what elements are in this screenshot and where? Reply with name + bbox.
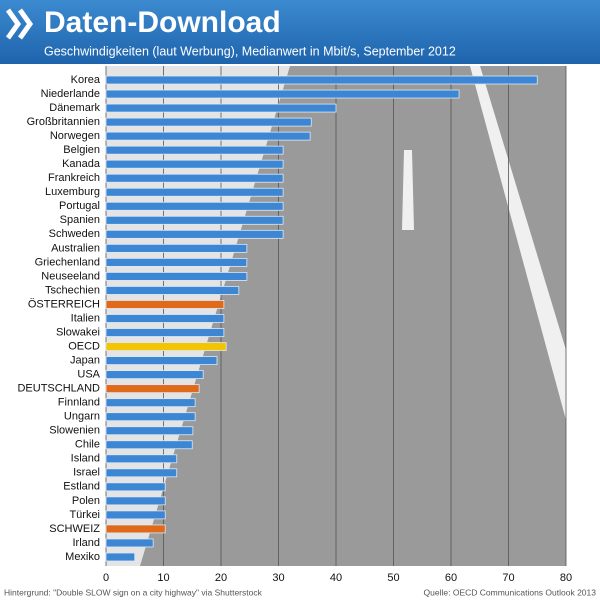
x-tick-label: 30 [272, 572, 284, 584]
y-tick-label: Frankreich [48, 172, 100, 184]
y-tick-label: Slowenien [49, 425, 100, 437]
bar [105, 257, 248, 267]
x-tick-label: 40 [330, 572, 342, 584]
source: Quelle: OECD Communications Outlook 2013 [424, 587, 597, 597]
x-tick-label: 80 [560, 572, 572, 584]
bar [105, 398, 196, 408]
bar [105, 229, 284, 239]
road-stripe [470, 66, 566, 420]
x-tick-label: 20 [215, 572, 227, 584]
road-stripe [402, 150, 414, 230]
bar [105, 370, 204, 380]
bar [105, 89, 460, 99]
y-tick-label: Chile [75, 439, 100, 451]
y-tick-label: Niederlande [41, 88, 100, 100]
bar [105, 117, 312, 127]
chart-title: Daten-Download [44, 6, 281, 39]
y-tick-label: DEUTSCHLAND [17, 383, 100, 395]
bar [105, 482, 166, 492]
y-tick-label: Mexiko [65, 551, 100, 563]
bar [105, 454, 178, 464]
bar [105, 173, 284, 183]
x-tick-label: 70 [502, 572, 514, 584]
bar [105, 159, 284, 169]
road [140, 66, 566, 566]
y-tick-label: Türkei [69, 509, 100, 521]
y-tick-label: Irland [72, 537, 100, 549]
y-tick-label: Neuseeland [41, 270, 100, 282]
y-tick-label: Slowakei [56, 326, 100, 338]
y-tick-label: USA [77, 369, 100, 381]
bar [105, 538, 154, 548]
bar [105, 187, 284, 197]
y-tick-label: Tschechien [45, 284, 100, 296]
y-tick-label: Italien [71, 312, 100, 324]
chevron-icon [5, 8, 34, 40]
y-tick-label: Norwegen [50, 130, 100, 142]
bar [105, 440, 193, 450]
y-tick-label: Israel [73, 467, 100, 479]
bar [105, 243, 248, 253]
y-tick-label: Großbritannien [27, 116, 100, 128]
bar [105, 356, 218, 365]
y-tick-label: Japan [70, 354, 100, 366]
bar [105, 524, 166, 534]
y-tick-label: Finnland [58, 397, 100, 409]
bar [105, 75, 538, 85]
y-tick-label: Ungarn [64, 411, 100, 423]
bar [105, 496, 166, 506]
y-tick-label: ÖSTERREICH [28, 298, 100, 310]
x-tick-label: 60 [445, 572, 457, 584]
bar [105, 510, 166, 520]
bar [105, 328, 225, 337]
bar [105, 342, 227, 351]
bar [105, 412, 196, 422]
y-tick-label: Portugal [59, 200, 100, 212]
background-credit: Hintergrund: "Double SLOW sign on a city… [4, 587, 263, 597]
bar [105, 145, 284, 155]
bar [105, 201, 284, 211]
y-tick-label: Island [71, 453, 100, 465]
bar [105, 103, 337, 113]
y-tick-label: Estland [63, 481, 100, 493]
x-tick-label: 10 [157, 572, 169, 584]
bar [105, 552, 136, 562]
header-band [0, 0, 600, 64]
bar [105, 131, 311, 141]
y-tick-label: Korea [71, 74, 101, 86]
bar [105, 286, 240, 295]
y-tick-label: Kanada [62, 158, 101, 170]
bar [105, 300, 225, 309]
y-tick-label: OECD [68, 340, 100, 352]
y-tick-label: Spanien [60, 214, 100, 226]
bar [105, 426, 194, 436]
x-tick-label: 0 [103, 572, 109, 584]
bar [105, 215, 284, 225]
y-tick-label: Dänemark [49, 102, 100, 114]
y-tick-label: Belgien [63, 144, 100, 156]
y-tick-label: Griechenland [35, 256, 100, 268]
bar [105, 468, 178, 478]
bar [105, 384, 200, 394]
bar [105, 272, 248, 281]
x-tick-label: 50 [387, 572, 399, 584]
y-tick-label: Polen [72, 495, 100, 507]
bar [105, 314, 225, 323]
y-tick-label: Australien [51, 242, 100, 254]
y-tick-label: SCHWEIZ [49, 523, 100, 535]
y-tick-label: Luxemburg [45, 186, 100, 198]
y-tick-label: Schweden [49, 228, 100, 240]
chart-subtitle: Geschwindigkeiten (laut Werbung), Median… [44, 44, 456, 58]
